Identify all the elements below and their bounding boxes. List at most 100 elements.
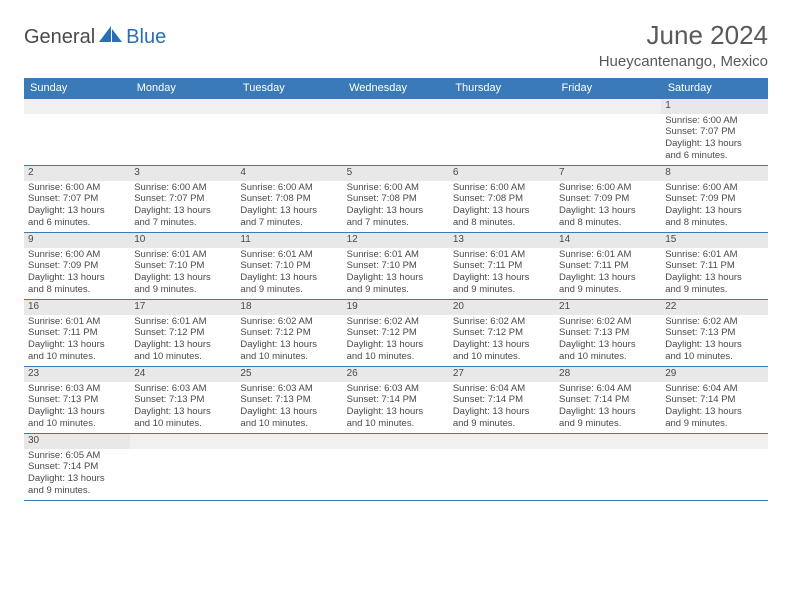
sunrise-text: Sunrise: 6:02 AM — [453, 316, 551, 328]
sunset-text: Sunset: 7:11 PM — [453, 260, 551, 272]
day-number-cell: 16 — [24, 300, 130, 315]
daylight-text-2: and 6 minutes. — [28, 217, 126, 229]
location: Hueycantenango, Mexico — [599, 53, 768, 70]
daylight-text-1: Daylight: 13 hours — [453, 205, 551, 217]
daylight-text-2: and 7 minutes. — [134, 217, 232, 229]
day-detail-cell: Sunrise: 6:01 AMSunset: 7:11 PMDaylight:… — [555, 248, 661, 300]
sunrise-text: Sunrise: 6:01 AM — [28, 316, 126, 328]
sunrise-text: Sunrise: 6:04 AM — [665, 383, 763, 395]
sunrise-text: Sunrise: 6:01 AM — [134, 316, 232, 328]
sunset-text: Sunset: 7:10 PM — [347, 260, 445, 272]
day-number-cell — [236, 434, 342, 449]
daylight-text-2: and 9 minutes. — [665, 418, 763, 430]
day-detail-cell: Sunrise: 6:04 AMSunset: 7:14 PMDaylight:… — [555, 382, 661, 434]
sail-icon — [98, 24, 124, 49]
daylight-text-1: Daylight: 13 hours — [347, 406, 445, 418]
day-header: Wednesday — [343, 78, 449, 99]
sunrise-text: Sunrise: 6:03 AM — [134, 383, 232, 395]
day-number-cell: 12 — [343, 233, 449, 248]
day-detail-cell — [555, 449, 661, 501]
day-detail-cell: Sunrise: 6:00 AMSunset: 7:08 PMDaylight:… — [236, 181, 342, 233]
sunset-text: Sunset: 7:10 PM — [240, 260, 338, 272]
day-number-cell — [449, 99, 555, 114]
day-detail-cell: Sunrise: 6:00 AMSunset: 7:09 PMDaylight:… — [24, 248, 130, 300]
sunset-text: Sunset: 7:14 PM — [665, 394, 763, 406]
day-detail-cell: Sunrise: 6:02 AMSunset: 7:12 PMDaylight:… — [449, 315, 555, 367]
daylight-text-2: and 8 minutes. — [453, 217, 551, 229]
week-detail-row: Sunrise: 6:00 AMSunset: 7:09 PMDaylight:… — [24, 248, 768, 300]
day-header: Sunday — [24, 78, 130, 99]
day-detail-cell — [236, 449, 342, 501]
sunrise-text: Sunrise: 6:00 AM — [453, 182, 551, 194]
day-number-cell — [24, 99, 130, 114]
day-number-cell: 28 — [555, 367, 661, 382]
day-detail-cell: Sunrise: 6:00 AMSunset: 7:07 PMDaylight:… — [24, 181, 130, 233]
daylight-text-1: Daylight: 13 hours — [665, 406, 763, 418]
day-detail-cell: Sunrise: 6:00 AMSunset: 7:08 PMDaylight:… — [343, 181, 449, 233]
day-number-cell — [449, 434, 555, 449]
daylight-text-2: and 9 minutes. — [134, 284, 232, 296]
day-number-cell: 17 — [130, 300, 236, 315]
sunrise-text: Sunrise: 6:03 AM — [240, 383, 338, 395]
day-number-cell: 15 — [661, 233, 767, 248]
calendar-table: SundayMondayTuesdayWednesdayThursdayFrid… — [24, 78, 768, 501]
daylight-text-1: Daylight: 13 hours — [28, 473, 126, 485]
week-detail-row: Sunrise: 6:05 AMSunset: 7:14 PMDaylight:… — [24, 449, 768, 501]
sunrise-text: Sunrise: 6:01 AM — [453, 249, 551, 261]
daylight-text-2: and 10 minutes. — [240, 418, 338, 430]
daylight-text-2: and 9 minutes. — [347, 284, 445, 296]
day-detail-cell: Sunrise: 6:00 AMSunset: 7:09 PMDaylight:… — [661, 181, 767, 233]
sunrise-text: Sunrise: 6:00 AM — [28, 182, 126, 194]
day-detail-cell: Sunrise: 6:03 AMSunset: 7:13 PMDaylight:… — [236, 382, 342, 434]
daylight-text-2: and 9 minutes. — [240, 284, 338, 296]
day-detail-cell — [24, 114, 130, 166]
sunset-text: Sunset: 7:12 PM — [134, 327, 232, 339]
day-header: Tuesday — [236, 78, 342, 99]
day-number-cell: 23 — [24, 367, 130, 382]
week-daynum-row: 23242526272829 — [24, 367, 768, 382]
day-detail-cell: Sunrise: 6:01 AMSunset: 7:11 PMDaylight:… — [24, 315, 130, 367]
daylight-text-1: Daylight: 13 hours — [240, 272, 338, 284]
day-number-cell — [236, 99, 342, 114]
day-detail-cell: Sunrise: 6:04 AMSunset: 7:14 PMDaylight:… — [449, 382, 555, 434]
day-header: Friday — [555, 78, 661, 99]
day-header: Monday — [130, 78, 236, 99]
daylight-text-1: Daylight: 13 hours — [28, 205, 126, 217]
daylight-text-1: Daylight: 13 hours — [28, 406, 126, 418]
daylight-text-2: and 7 minutes. — [240, 217, 338, 229]
week-detail-row: Sunrise: 6:00 AMSunset: 7:07 PMDaylight:… — [24, 181, 768, 233]
day-number-cell: 11 — [236, 233, 342, 248]
daylight-text-1: Daylight: 13 hours — [28, 272, 126, 284]
day-number-cell: 20 — [449, 300, 555, 315]
sunrise-text: Sunrise: 6:02 AM — [665, 316, 763, 328]
sunrise-text: Sunrise: 6:00 AM — [240, 182, 338, 194]
daylight-text-2: and 7 minutes. — [347, 217, 445, 229]
day-detail-cell: Sunrise: 6:02 AMSunset: 7:13 PMDaylight:… — [661, 315, 767, 367]
day-number-cell: 26 — [343, 367, 449, 382]
sunrise-text: Sunrise: 6:05 AM — [28, 450, 126, 462]
sunset-text: Sunset: 7:12 PM — [453, 327, 551, 339]
daylight-text-2: and 10 minutes. — [134, 418, 232, 430]
day-number-cell — [343, 434, 449, 449]
daylight-text-1: Daylight: 13 hours — [665, 205, 763, 217]
day-number-cell — [343, 99, 449, 114]
sunrise-text: Sunrise: 6:00 AM — [559, 182, 657, 194]
sunrise-text: Sunrise: 6:03 AM — [347, 383, 445, 395]
day-detail-cell: Sunrise: 6:01 AMSunset: 7:10 PMDaylight:… — [236, 248, 342, 300]
day-detail-cell — [130, 114, 236, 166]
day-detail-cell: Sunrise: 6:01 AMSunset: 7:10 PMDaylight:… — [130, 248, 236, 300]
daylight-text-1: Daylight: 13 hours — [134, 406, 232, 418]
daylight-text-1: Daylight: 13 hours — [559, 205, 657, 217]
daylight-text-1: Daylight: 13 hours — [453, 406, 551, 418]
daylight-text-2: and 9 minutes. — [665, 284, 763, 296]
week-detail-row: Sunrise: 6:03 AMSunset: 7:13 PMDaylight:… — [24, 382, 768, 434]
sunset-text: Sunset: 7:07 PM — [28, 193, 126, 205]
sunset-text: Sunset: 7:10 PM — [134, 260, 232, 272]
day-detail-cell: Sunrise: 6:04 AMSunset: 7:14 PMDaylight:… — [661, 382, 767, 434]
header: General Blue June 2024 Hueycantenango, M… — [24, 20, 768, 70]
sunset-text: Sunset: 7:14 PM — [453, 394, 551, 406]
sunset-text: Sunset: 7:12 PM — [347, 327, 445, 339]
daylight-text-1: Daylight: 13 hours — [240, 339, 338, 351]
day-number-cell: 4 — [236, 166, 342, 181]
day-number-cell: 7 — [555, 166, 661, 181]
